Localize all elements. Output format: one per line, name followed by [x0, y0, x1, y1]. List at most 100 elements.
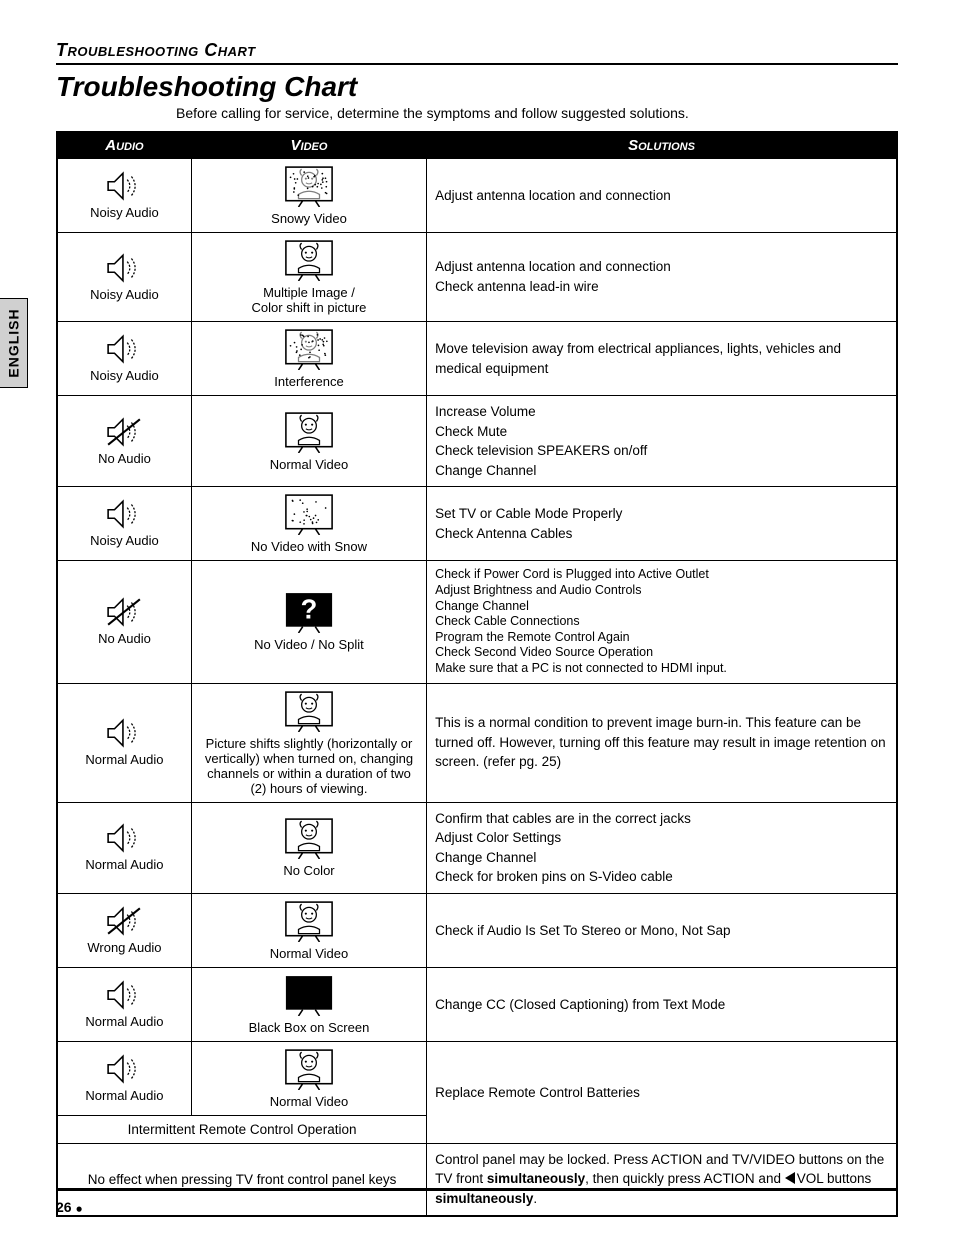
solution-cell: Check if Audio Is Set To Stereo or Mono,… — [427, 893, 897, 967]
video-cell: Snowy Video — [191, 159, 426, 233]
table-row: No Audio? No Video / No Split Check if Pow… — [57, 561, 897, 683]
page-number: 26 ● — [56, 1199, 83, 1215]
page-subtitle: Before calling for service, determine th… — [176, 105, 898, 121]
solution-cell: Change CC (Closed Captioning) from Text … — [427, 967, 897, 1041]
audio-label: Normal Audio — [85, 1014, 163, 1029]
solution-line: Adjust Color Settings — [435, 828, 888, 848]
video-label: Normal Video — [270, 457, 349, 472]
video-label: No Video with Snow — [251, 539, 367, 554]
table-row: Noisy AudioInterferenceMove television a… — [57, 322, 897, 396]
audio-label: Normal Audio — [85, 1088, 163, 1103]
video-cell: Picture shifts slightly (horizontally or… — [191, 683, 426, 802]
solution-line: Change Channel — [435, 848, 888, 868]
solution-line: Adjust antenna location and connection — [435, 257, 888, 277]
table-row: Normal Audio Black Box on Screen Change CC… — [57, 967, 897, 1041]
solution-line: Set TV or Cable Mode Properly — [435, 504, 888, 524]
solution-line: Check Cable Connections — [435, 614, 888, 630]
table-row: Wrong Audio Normal Video Check if Audio Is… — [57, 893, 897, 967]
audio-cell: No Audio — [57, 561, 191, 683]
video-label: Multiple Image /Color shift in picture — [252, 285, 367, 315]
table-row: Normal AudioNormal VideoReplace Remote C… — [57, 1041, 897, 1115]
audio-cell: Noisy Audio — [57, 322, 191, 396]
audio-label: No Audio — [98, 631, 151, 646]
audio-cell: Normal Audio — [57, 683, 191, 802]
audio-label: Noisy Audio — [90, 287, 159, 302]
solution-line: Check antenna lead-in wire — [435, 277, 888, 297]
audio-label: Noisy Audio — [90, 533, 159, 548]
audio-cell: Noisy Audio — [57, 233, 191, 322]
language-tab: ENGLISH — [0, 298, 28, 388]
tv-black-icon — [283, 974, 335, 1016]
solution-cell: This is a normal condition to prevent im… — [427, 683, 897, 802]
solution-line: Change Channel — [435, 461, 888, 481]
solution-line: Check television SPEAKERS on/off — [435, 441, 888, 461]
tv-face-icon — [283, 900, 335, 942]
audio-cell: Noisy Audio — [57, 487, 191, 561]
solution-line: Check Second Video Source Operation — [435, 645, 888, 661]
video-cell: Normal Video — [191, 893, 426, 967]
tv-snowy-icon — [283, 165, 335, 207]
tv-face-icon — [283, 239, 335, 281]
solution-line: This is a normal condition to prevent im… — [435, 713, 888, 772]
table-header-row: Audio Video Solutions — [57, 132, 897, 159]
solution-line: Change CC (Closed Captioning) from Text … — [435, 995, 888, 1015]
speaker-mute-icon — [106, 597, 142, 627]
video-cell: ? No Video / No Split — [191, 561, 426, 683]
page-title: Troubleshooting Chart — [56, 71, 898, 103]
solution-cell: Set TV or Cable Mode ProperlyCheck Anten… — [427, 487, 897, 561]
solution-line: Confirm that cables are in the correct j… — [435, 809, 888, 829]
solution-cell: Check if Power Cord is Plugged into Acti… — [427, 561, 897, 683]
footer-rule — [56, 1188, 898, 1191]
table-row: Noisy Audio Multiple Image /Color shift i… — [57, 233, 897, 322]
solution-line: Increase Volume — [435, 402, 888, 422]
solution-line: Adjust antenna location and connection — [435, 186, 888, 206]
speaker-normal-icon — [106, 980, 142, 1010]
speaker-normal-icon — [106, 1054, 142, 1084]
audio-label: Normal Audio — [85, 752, 163, 767]
solution-line: Make sure that a PC is not connected to … — [435, 661, 888, 677]
table-row: Noisy Audio Snowy Video Adjust antenna loc… — [57, 159, 897, 233]
speaker-noisy-icon — [106, 171, 142, 201]
video-label: Snowy Video — [271, 211, 347, 226]
tv-face-icon — [283, 411, 335, 453]
col-header-solutions: Solutions — [427, 132, 897, 159]
speaker-noisy-icon — [106, 334, 142, 364]
solution-cell: Increase VolumeCheck MuteCheck televisio… — [427, 396, 897, 487]
col-header-video: Video — [191, 132, 426, 159]
audio-cell: Normal Audio — [57, 967, 191, 1041]
solution-line: Check Antenna Cables — [435, 524, 888, 544]
speaker-normal-icon — [106, 718, 142, 748]
video-label: Black Box on Screen — [249, 1020, 370, 1035]
video-label: No Video / No Split — [254, 637, 364, 652]
video-label: Normal Video — [270, 946, 349, 961]
solution-cell: Control panel may be locked. Press ACTIO… — [427, 1143, 897, 1215]
video-cell: No Color — [191, 802, 426, 893]
solution-line: Program the Remote Control Again — [435, 630, 888, 646]
audio-label: Noisy Audio — [90, 205, 159, 220]
audio-cell: No Audio — [57, 396, 191, 487]
speaker-mute-icon — [106, 906, 142, 936]
section-header: Troubleshooting Chart — [56, 40, 898, 65]
solution-line: Check if Power Cord is Plugged into Acti… — [435, 567, 888, 583]
table-row: No AudioNormal VideoIncrease VolumeCheck… — [57, 396, 897, 487]
tv-question-icon: ? — [283, 591, 335, 633]
solution-cell: Move television away from electrical app… — [427, 322, 897, 396]
solution-line: Change Channel — [435, 599, 888, 615]
solution-line: Check if Audio Is Set To Stereo or Mono,… — [435, 921, 888, 941]
tv-face-icon — [283, 690, 335, 732]
page-content: Troubleshooting Chart Troubleshooting Ch… — [56, 40, 898, 1217]
video-cell: No Video with Snow — [191, 487, 426, 561]
troubleshooting-table: Audio Video Solutions Noisy Audio Snowy V… — [56, 131, 898, 1217]
speaker-noisy-icon — [106, 253, 142, 283]
audio-cell: Wrong Audio — [57, 893, 191, 967]
tv-snowy-icon — [283, 328, 335, 370]
table-row: Noisy Audio No Video with Snow Set TV or C… — [57, 487, 897, 561]
col-header-audio: Audio — [57, 132, 191, 159]
speaker-noisy-icon — [106, 499, 142, 529]
speaker-normal-icon — [106, 823, 142, 853]
solution-line: Check Mute — [435, 422, 888, 442]
symptom-cell: No effect when pressing TV front control… — [57, 1143, 427, 1215]
solution-line: Adjust Brightness and Audio Controls — [435, 583, 888, 599]
solution-cell: Confirm that cables are in the correct j… — [427, 802, 897, 893]
speaker-mute-icon — [106, 417, 142, 447]
